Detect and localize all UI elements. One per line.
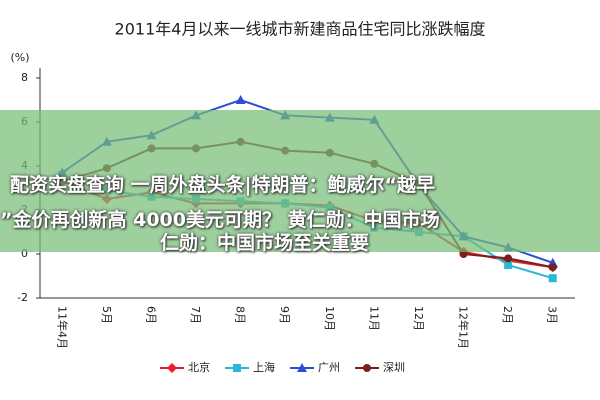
y-tick-label: 0: [21, 247, 28, 260]
overlay-text: ”金价再创新高 4000美元可期？ 黄仁勋：中国市场: [0, 209, 440, 231]
x-tick-label: 12年1月: [457, 306, 471, 349]
legend-label: 深圳: [383, 361, 405, 374]
legend-marker: [233, 364, 241, 372]
x-tick-label: 6月: [144, 306, 157, 324]
x-tick-label: 2月: [501, 306, 514, 324]
x-tick-label: 9月: [278, 306, 291, 324]
x-tick-label: 7月: [189, 306, 202, 324]
legend-marker: [167, 363, 177, 373]
x-tick-label: 10月: [323, 306, 336, 331]
legend-label: 北京: [188, 360, 210, 374]
data-point: [235, 95, 246, 104]
overlay-text: 配资实盘查询 一周外盘头条|特朗普：鲍威尔“越早: [10, 174, 436, 196]
x-tick-label: 3月: [546, 306, 559, 324]
data-point: [548, 274, 557, 283]
chart-title: 2011年4月以来一线城市新建商品住宅同比涨跌幅度: [115, 20, 486, 39]
x-tick-label: 11月: [367, 306, 380, 331]
legend-marker: [363, 364, 371, 372]
data-point: [459, 250, 468, 258]
x-tick-label: 5月: [100, 306, 113, 324]
y-axis-label: (%): [10, 51, 29, 64]
y-tick-label: -2: [17, 291, 28, 304]
data-point: [504, 261, 513, 269]
x-tick-label: 11年4月: [55, 306, 69, 349]
data-point: [548, 263, 557, 272]
legend-marker: [297, 363, 307, 372]
data-point: [504, 254, 513, 263]
x-tick-label: 12月: [412, 306, 425, 331]
legend-label: 上海: [253, 360, 275, 374]
legend-label: 广州: [318, 361, 340, 374]
x-tick-label: 8月: [234, 306, 247, 324]
overlay-band: [0, 110, 600, 252]
overlay-text: 仁勋：中国市场至关重要: [160, 232, 370, 254]
y-tick-label: 8: [21, 71, 28, 84]
